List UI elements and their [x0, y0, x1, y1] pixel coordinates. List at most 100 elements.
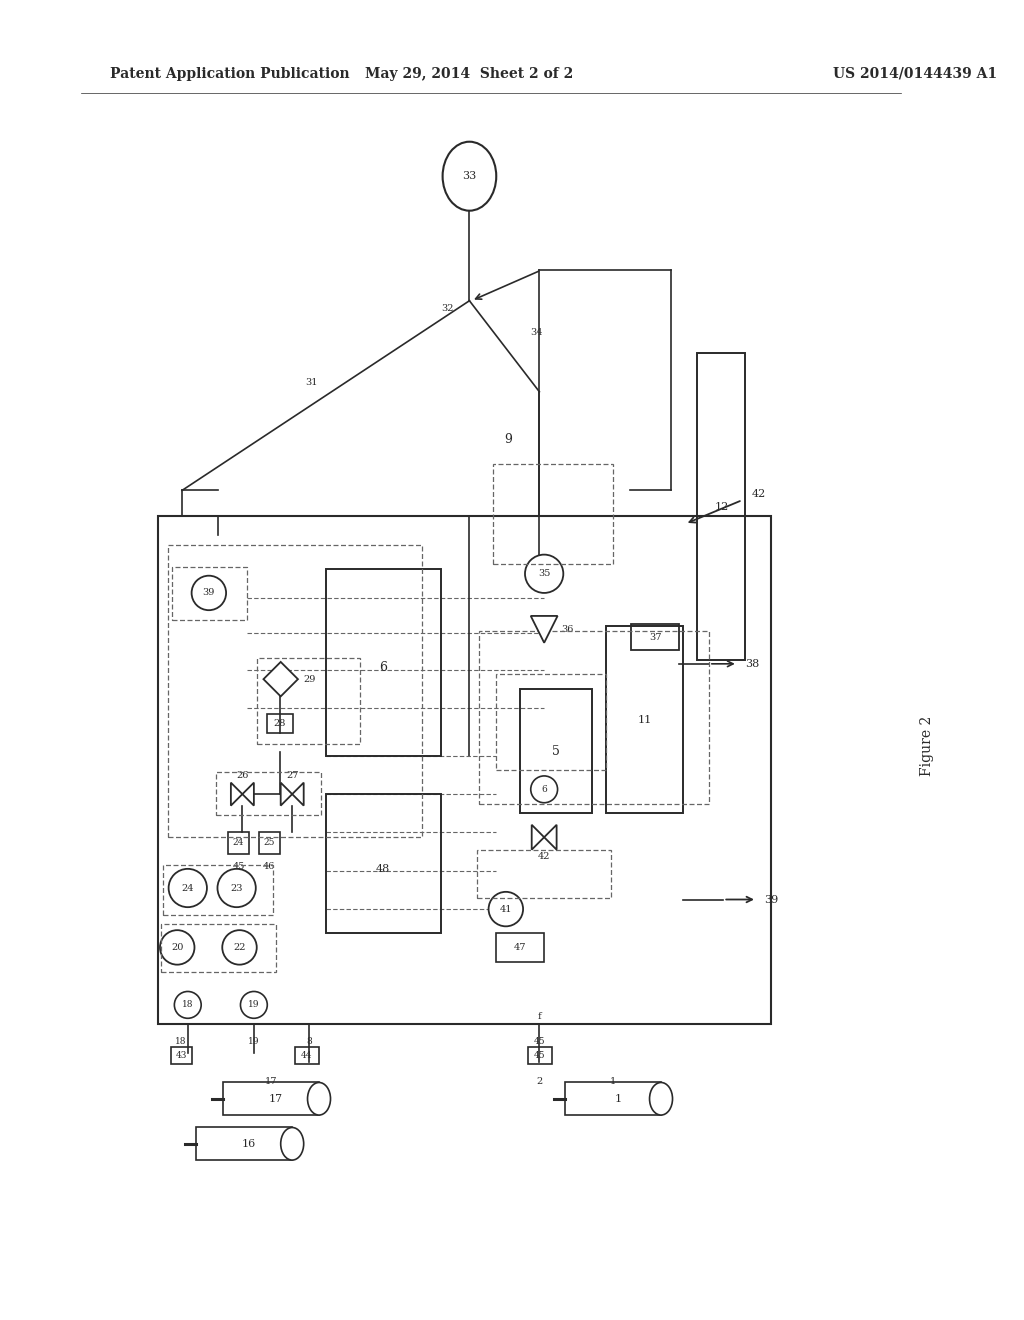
Bar [479, 631, 709, 804]
Bar [326, 569, 440, 756]
Ellipse shape [160, 931, 195, 965]
Text: 46: 46 [263, 862, 275, 871]
Text: 44: 44 [301, 1051, 312, 1060]
Bar [259, 833, 280, 854]
Ellipse shape [442, 141, 497, 211]
Text: f: f [538, 1012, 541, 1020]
Text: 43: 43 [175, 1051, 186, 1060]
Bar [520, 689, 592, 813]
Bar [161, 924, 275, 973]
Text: May 29, 2014  Sheet 2 of 2: May 29, 2014 Sheet 2 of 2 [366, 67, 573, 81]
Text: 45: 45 [534, 1036, 545, 1045]
Ellipse shape [241, 991, 267, 1018]
Text: 28: 28 [273, 718, 286, 727]
Polygon shape [292, 783, 304, 805]
Polygon shape [531, 825, 544, 850]
Bar [527, 1047, 552, 1064]
Text: 9: 9 [504, 433, 512, 446]
Text: 45: 45 [534, 1051, 545, 1060]
Polygon shape [243, 783, 254, 805]
Ellipse shape [488, 892, 523, 927]
Text: 47: 47 [514, 942, 526, 952]
Bar [497, 933, 544, 962]
Text: 12: 12 [715, 502, 728, 512]
Text: 20: 20 [171, 942, 183, 952]
Polygon shape [281, 783, 292, 805]
Text: 37: 37 [649, 632, 662, 642]
Text: 24: 24 [181, 883, 194, 892]
Ellipse shape [169, 869, 207, 907]
Text: 45: 45 [232, 862, 245, 871]
Text: 31: 31 [305, 378, 317, 387]
Ellipse shape [217, 869, 256, 907]
Text: Patent Application Publication: Patent Application Publication [111, 67, 350, 81]
Bar [197, 1126, 292, 1160]
Text: 1: 1 [614, 1094, 622, 1104]
Bar [257, 659, 360, 744]
Bar [565, 1081, 662, 1115]
Bar [494, 463, 613, 564]
Text: 29: 29 [304, 675, 316, 684]
Text: 42: 42 [752, 490, 766, 499]
Bar [168, 545, 422, 837]
Polygon shape [230, 783, 243, 805]
Text: 39: 39 [765, 895, 778, 904]
Text: 6: 6 [542, 785, 547, 793]
Text: 17: 17 [269, 1094, 283, 1104]
Text: 26: 26 [237, 771, 249, 780]
Text: 25: 25 [263, 838, 275, 847]
Bar [697, 354, 745, 660]
Ellipse shape [174, 991, 201, 1018]
Ellipse shape [191, 576, 226, 610]
Text: 2: 2 [537, 1077, 543, 1086]
Text: 32: 32 [441, 304, 454, 313]
Text: 6: 6 [379, 661, 387, 675]
Ellipse shape [649, 1082, 673, 1115]
Ellipse shape [307, 1082, 331, 1115]
Ellipse shape [530, 776, 558, 803]
Text: 38: 38 [745, 659, 760, 669]
Text: 39: 39 [203, 589, 215, 598]
Text: 33: 33 [462, 172, 476, 181]
Text: 34: 34 [529, 327, 543, 337]
Bar [216, 772, 321, 816]
Bar [295, 1047, 319, 1064]
Bar [223, 1081, 319, 1115]
Text: 5: 5 [552, 744, 559, 758]
Text: US 2014/0144439 A1: US 2014/0144439 A1 [834, 67, 997, 81]
Text: 17: 17 [265, 1077, 278, 1086]
Polygon shape [530, 616, 558, 643]
Text: 19: 19 [248, 1036, 260, 1045]
Bar [171, 1047, 191, 1064]
Text: 42: 42 [538, 851, 551, 861]
Text: 27: 27 [286, 771, 298, 780]
Ellipse shape [281, 1127, 304, 1160]
Bar [326, 795, 440, 933]
Polygon shape [263, 661, 298, 697]
Polygon shape [544, 825, 557, 850]
Text: 36: 36 [561, 624, 573, 634]
Text: 18: 18 [182, 1001, 194, 1010]
Text: 22: 22 [233, 942, 246, 952]
Text: 8: 8 [306, 1036, 312, 1045]
Bar [163, 865, 273, 915]
Bar [267, 714, 293, 733]
Text: 24: 24 [232, 838, 245, 847]
Bar [172, 568, 247, 620]
Text: 48: 48 [376, 863, 390, 874]
Text: 1: 1 [610, 1077, 616, 1086]
Text: 11: 11 [638, 715, 652, 726]
Text: 41: 41 [500, 904, 512, 913]
Bar [477, 850, 611, 898]
Bar [632, 623, 679, 651]
Ellipse shape [525, 554, 563, 593]
Text: 18: 18 [175, 1036, 186, 1045]
Text: 16: 16 [242, 1139, 256, 1148]
Text: Figure 2: Figure 2 [921, 715, 934, 776]
Text: 19: 19 [248, 1001, 260, 1010]
Text: 23: 23 [230, 883, 243, 892]
Bar [497, 675, 606, 770]
Text: 35: 35 [538, 569, 550, 578]
Bar [606, 627, 683, 813]
Bar [228, 833, 249, 854]
